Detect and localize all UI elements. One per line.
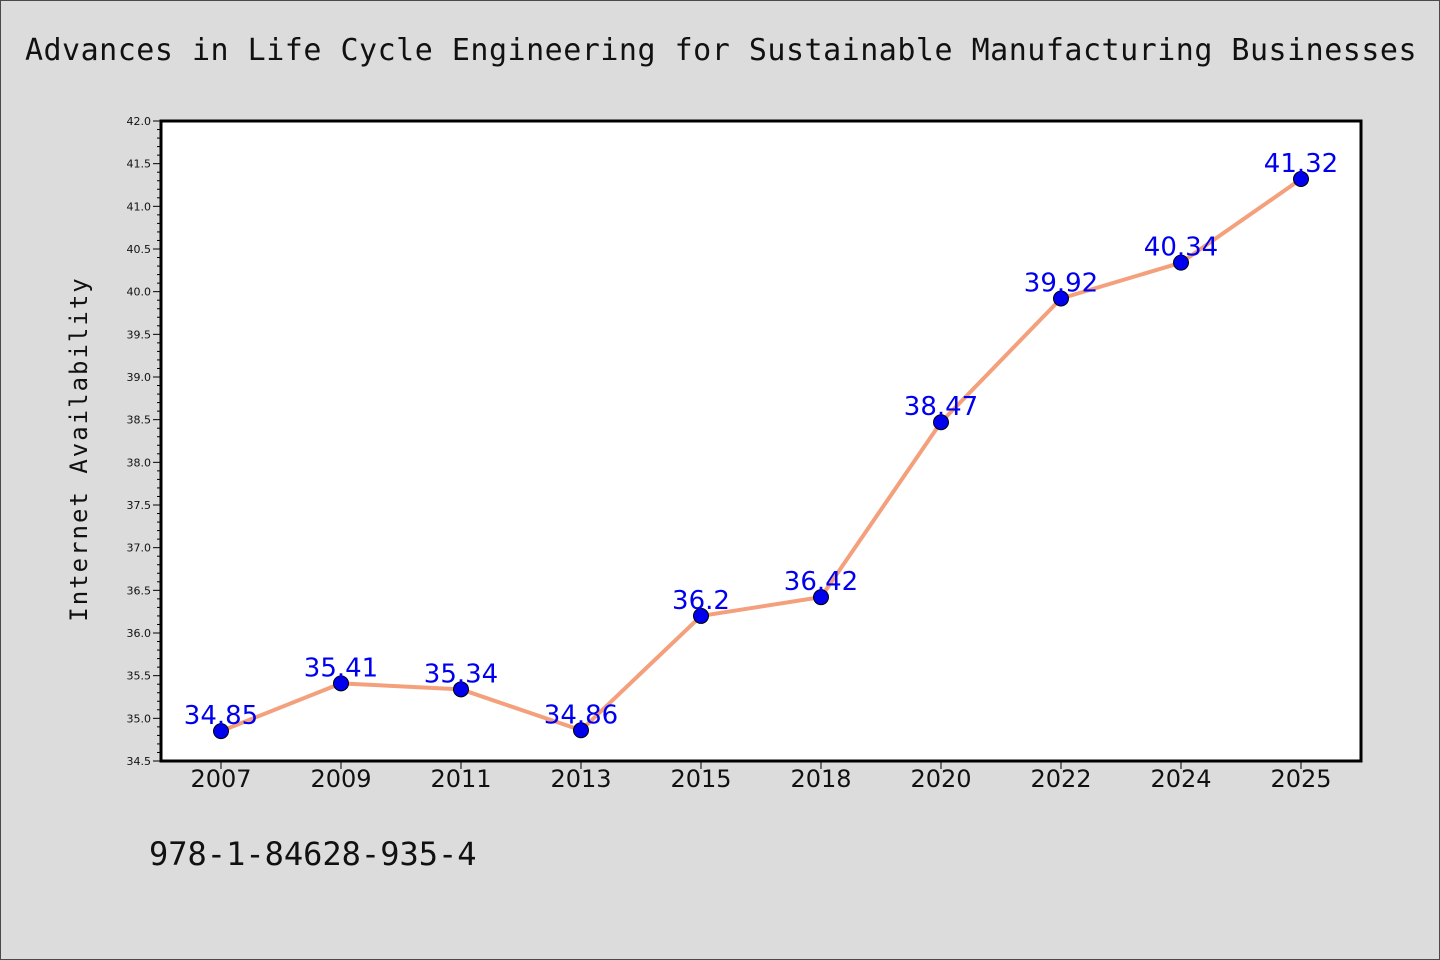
y-axis-label: Internet Availability [65, 276, 93, 621]
data-point [933, 414, 949, 431]
series-group: 34.85 35.41 35.34 34.86 36.2 36.42 38.47 39.92 4… [184, 149, 1338, 740]
y-tick-label: 38.0 [127, 456, 152, 469]
data-point [573, 722, 589, 739]
x-tick-label: 2025 [1270, 765, 1331, 793]
data-point [1053, 290, 1069, 307]
data-label: 34.86 [544, 700, 618, 730]
data-point [213, 723, 229, 740]
y-tick-label: 41.5 [127, 158, 152, 171]
chart-title: Advances in Life Cycle Engineering for S… [24, 33, 1418, 68]
y-tick-label: 35.5 [127, 670, 152, 683]
data-label: 35.34 [424, 659, 498, 689]
x-tick-label: 2013 [550, 765, 611, 793]
y-tick-label: 37.0 [127, 542, 152, 555]
data-label: 41.32 [1264, 149, 1338, 179]
y-axis: 34.5 35.0 35.5 36.0 36.5 37.0 37.5 38.0 38.5 39.0… [127, 115, 161, 768]
data-label: 36.2 [672, 586, 730, 616]
x-tick-label: 2022 [1030, 765, 1091, 793]
data-label: 40.34 [1144, 233, 1218, 263]
x-tick-label: 2015 [670, 765, 731, 793]
y-tick-label: 36.0 [127, 627, 152, 640]
y-tick-label: 39.0 [127, 371, 152, 384]
data-point [1293, 171, 1309, 188]
y-tick-label: 34.5 [127, 755, 152, 768]
y-tick-label: 35.0 [127, 712, 152, 725]
data-point [813, 589, 829, 606]
x-tick-label: 2018 [790, 765, 851, 793]
y-tick-label: 39.5 [127, 328, 152, 341]
x-tick-label: 2024 [1150, 765, 1211, 793]
x-tick-label: 2007 [190, 765, 251, 793]
data-label: 39.92 [1024, 268, 1098, 298]
data-point [1173, 254, 1189, 271]
data-label: 34.85 [184, 701, 258, 731]
y-tick-label: 40.0 [127, 286, 152, 299]
data-label: 38.47 [904, 392, 978, 422]
plot-area [159, 119, 1363, 763]
x-tick-label: 2011 [430, 765, 491, 793]
y-tick-label: 36.5 [127, 584, 152, 597]
data-point [453, 681, 469, 698]
y-tick-label: 41.0 [127, 200, 152, 213]
isbn-text: 978-1-84628-935-4 [149, 835, 477, 873]
data-label: 36.42 [784, 567, 858, 597]
x-axis: 2007 2009 2011 2013 2015 2018 2020 2022 2024 2025 [190, 761, 1332, 793]
x-tick-label: 2020 [910, 765, 971, 793]
data-label: 35.41 [304, 653, 378, 683]
data-point [693, 607, 709, 624]
series-line [220, 177, 1303, 733]
x-tick-label: 2009 [310, 765, 371, 793]
y-tick-label: 38.5 [127, 414, 152, 427]
y-tick-label: 37.5 [127, 499, 152, 512]
y-tick-label: 42.0 [127, 115, 152, 128]
y-tick-label: 40.5 [127, 243, 152, 256]
data-point [333, 675, 349, 692]
